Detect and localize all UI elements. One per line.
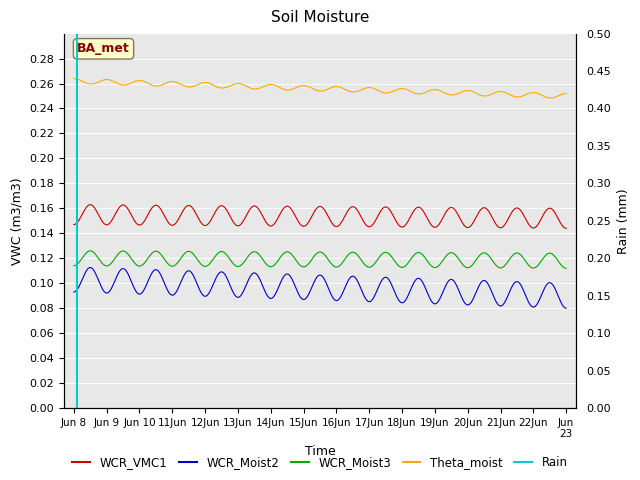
Text: BA_met: BA_met	[77, 42, 130, 55]
Y-axis label: Rain (mm): Rain (mm)	[617, 188, 630, 253]
X-axis label: Time: Time	[305, 445, 335, 458]
Y-axis label: VWC (m3/m3): VWC (m3/m3)	[11, 177, 24, 264]
Legend: WCR_VMC1, WCR_Moist2, WCR_Moist3, Theta_moist, Rain: WCR_VMC1, WCR_Moist2, WCR_Moist3, Theta_…	[68, 452, 572, 474]
Title: Soil Moisture: Soil Moisture	[271, 11, 369, 25]
